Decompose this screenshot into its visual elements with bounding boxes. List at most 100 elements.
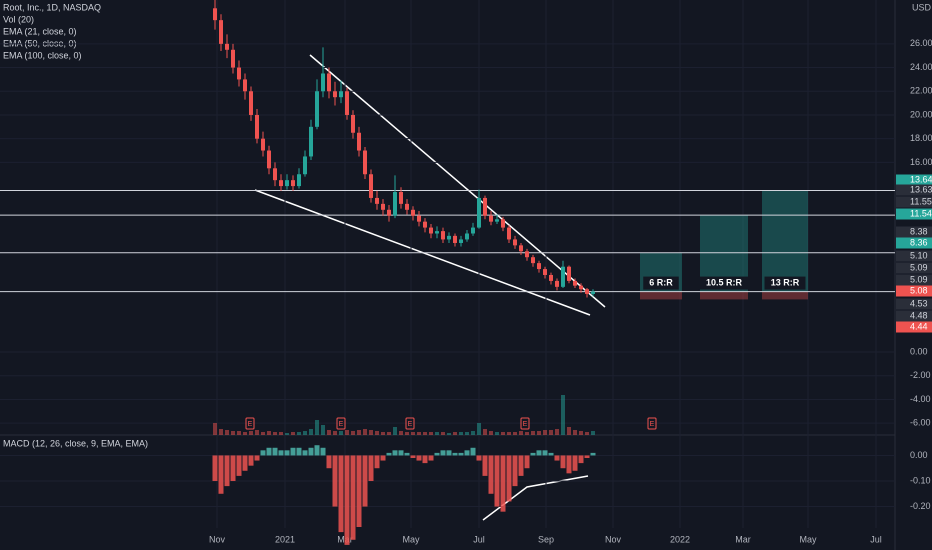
- volume-bar: [435, 432, 439, 435]
- macd-bar: [338, 455, 344, 533]
- macd-bar: [428, 455, 434, 461]
- price-tag: [896, 174, 932, 186]
- volume-bar: [555, 429, 559, 435]
- y-tick-label: 16.00: [910, 157, 932, 167]
- macd-bar: [326, 455, 332, 469]
- volume-bar: [537, 431, 541, 435]
- candle-body: [297, 174, 301, 187]
- volume-bar: [477, 423, 481, 435]
- macd-bar: [284, 450, 290, 456]
- rr-label: 6 R:R: [649, 277, 673, 287]
- y-tick-label: 0.00: [910, 450, 928, 460]
- candle-body: [411, 209, 415, 216]
- price-tag: [896, 250, 932, 262]
- volume-bar: [579, 431, 583, 435]
- candle-body: [573, 280, 577, 286]
- rr-label-bg: [698, 276, 750, 290]
- earnings-label: E: [523, 421, 528, 428]
- volume-bar: [381, 432, 385, 435]
- price-tag-label: 11.55: [910, 196, 932, 206]
- candle-body: [321, 73, 325, 92]
- x-tick-label: May: [799, 534, 817, 544]
- candle-body: [267, 150, 271, 169]
- indicator: EMA (100, close, 0): [3, 50, 82, 60]
- y-tick-label: 20.00: [910, 109, 932, 119]
- volume-bar: [399, 431, 403, 435]
- candle-body: [285, 180, 289, 187]
- volume-bar: [303, 431, 307, 435]
- candle-body: [291, 180, 295, 187]
- price-tag-label: 5.10: [910, 250, 928, 260]
- candle-body: [213, 8, 217, 21]
- candle-body: [231, 49, 235, 68]
- price-tag: [896, 262, 932, 274]
- volume-bar: [291, 432, 295, 435]
- macd-bar: [374, 455, 380, 469]
- macd-bar: [356, 455, 362, 527]
- macd-title: MACD (12, 26, close, 9, EMA, EMA): [3, 438, 148, 448]
- rr-stop: [640, 291, 682, 300]
- macd-bar: [500, 455, 506, 512]
- macd-bar: [482, 455, 488, 476]
- volume-bar: [309, 429, 313, 435]
- candle-body: [333, 91, 337, 98]
- volume-bar: [483, 429, 487, 435]
- rr-stop: [762, 291, 808, 300]
- macd-bar: [260, 450, 266, 456]
- y-tick-label: 22.00: [910, 86, 932, 96]
- x-tick-label: Mar: [735, 534, 751, 544]
- earnings-box: [647, 417, 657, 430]
- candle-body: [405, 203, 409, 210]
- price-tag: [896, 196, 932, 208]
- x-tick-label: 2021: [275, 534, 295, 544]
- volume-bar: [363, 429, 367, 435]
- volume-bar: [573, 430, 577, 435]
- volume-bar: [315, 420, 319, 435]
- volume-bar: [321, 425, 325, 435]
- volume-bar: [405, 432, 409, 435]
- macd-bar: [314, 445, 320, 456]
- macd-bar: [254, 455, 260, 461]
- volume-bar: [585, 432, 589, 435]
- macd-bar: [308, 447, 314, 456]
- candle-body: [429, 227, 433, 234]
- macd-bar: [530, 452, 536, 456]
- candle-body: [549, 274, 553, 281]
- macd-bar: [446, 450, 452, 456]
- volume-bar: [561, 395, 565, 435]
- rr-label-bg: [764, 276, 806, 290]
- macd-bar: [572, 455, 578, 471]
- macd-bar: [452, 452, 458, 456]
- volume-bar: [357, 430, 361, 435]
- macd-bar: [590, 452, 596, 456]
- macd-bar: [224, 455, 230, 487]
- candle-body: [423, 221, 427, 228]
- volume-bar: [225, 430, 229, 435]
- divergence-line: [482, 475, 589, 521]
- volume-bar: [387, 432, 391, 435]
- price-tag-label: 4.53: [910, 298, 928, 308]
- candle-body: [399, 192, 403, 204]
- earnings-box: [336, 417, 346, 430]
- candle-body: [357, 132, 361, 151]
- candle-body: [375, 197, 379, 204]
- candle-body: [351, 114, 355, 133]
- x-tick-label: Nov: [209, 534, 226, 544]
- x-tick-label: Jul: [473, 534, 485, 544]
- y-tick-label: -0.20: [910, 501, 931, 511]
- candle-body: [489, 215, 493, 222]
- earnings-box: [405, 417, 415, 430]
- y-tick-label: -6.00: [910, 418, 931, 428]
- volume-bar: [243, 432, 247, 435]
- macd-bar: [584, 455, 590, 458]
- volume-bar: [339, 431, 343, 435]
- macd-bar: [566, 455, 572, 474]
- price-tag: [896, 274, 932, 286]
- macd-bar: [230, 455, 236, 481]
- macd-bar: [560, 455, 566, 469]
- price-tag-label: 8.36: [910, 237, 928, 247]
- candle-body: [483, 197, 487, 216]
- volume-bar: [465, 432, 469, 435]
